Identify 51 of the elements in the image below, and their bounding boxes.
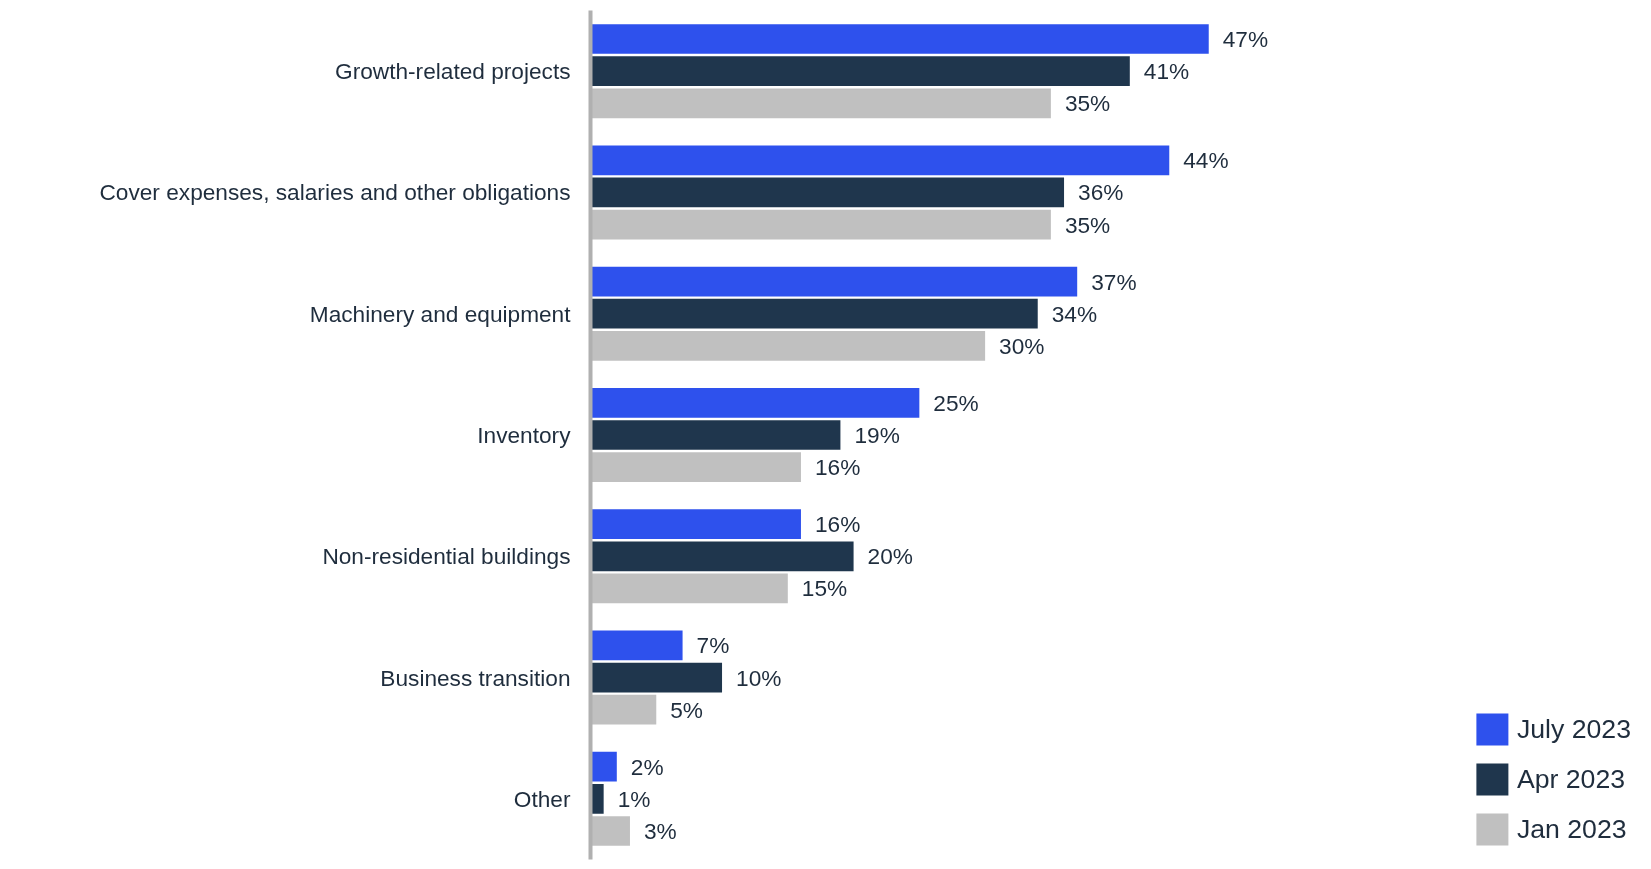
bar: [590, 630, 683, 661]
y-tick-label: Business transition: [380, 664, 571, 691]
bar: [590, 331, 986, 361]
data-label: 35%: [1064, 90, 1111, 117]
bar: [590, 694, 657, 725]
data-label: 19%: [854, 422, 900, 448]
bar: [590, 266, 1078, 297]
bar: [590, 177, 1065, 208]
legend-label: Apr 2023: [1516, 763, 1626, 795]
data-label: 20%: [867, 543, 913, 570]
data-label: 5%: [670, 696, 704, 723]
bar: [590, 388, 920, 418]
bar: [590, 751, 617, 782]
bar: [590, 420, 841, 450]
data-label: 47%: [1222, 26, 1269, 52]
bar: [590, 56, 1130, 86]
y-tick-label: Non-residential buildings: [322, 543, 571, 570]
data-label: 10%: [736, 664, 782, 691]
bar: [590, 298, 1038, 329]
bar: [590, 541, 854, 572]
legend-label: Jan 2023: [1516, 813, 1627, 845]
data-label: 25%: [933, 389, 979, 416]
bar: [590, 573, 788, 604]
y-tick-label: Cover expenses, salaries and other obligations: [99, 179, 571, 206]
bar: [590, 509, 801, 539]
bar: [590, 452, 801, 482]
data-label: 16%: [814, 511, 861, 538]
bar: [590, 24, 1209, 54]
y-tick-label: Machinery and equipment: [309, 300, 572, 327]
bar: [590, 145, 1170, 176]
bar: [590, 209, 1051, 240]
data-label: 30%: [999, 332, 1045, 359]
bar: [590, 662, 723, 693]
bar: [590, 816, 630, 846]
data-label: 2%: [630, 753, 664, 780]
legend-label: July 2023: [1516, 713, 1631, 745]
data-label: 44%: [1183, 147, 1229, 174]
y-tick-label: Inventory: [477, 422, 572, 448]
data-label: 35%: [1064, 211, 1111, 238]
data-label: 3%: [643, 818, 677, 844]
data-label: 34%: [1051, 300, 1098, 327]
y-tick-label: Growth-related projects: [335, 58, 571, 85]
data-label: 7%: [696, 632, 730, 659]
data-label: 16%: [814, 454, 861, 481]
data-label: 37%: [1091, 268, 1137, 295]
data-label: 41%: [1143, 58, 1190, 85]
bar: [590, 88, 1051, 119]
data-label: 1%: [617, 785, 651, 812]
data-label: 36%: [1078, 179, 1124, 206]
y-tick-label: Other: [513, 785, 571, 812]
data-label: 15%: [801, 575, 848, 602]
